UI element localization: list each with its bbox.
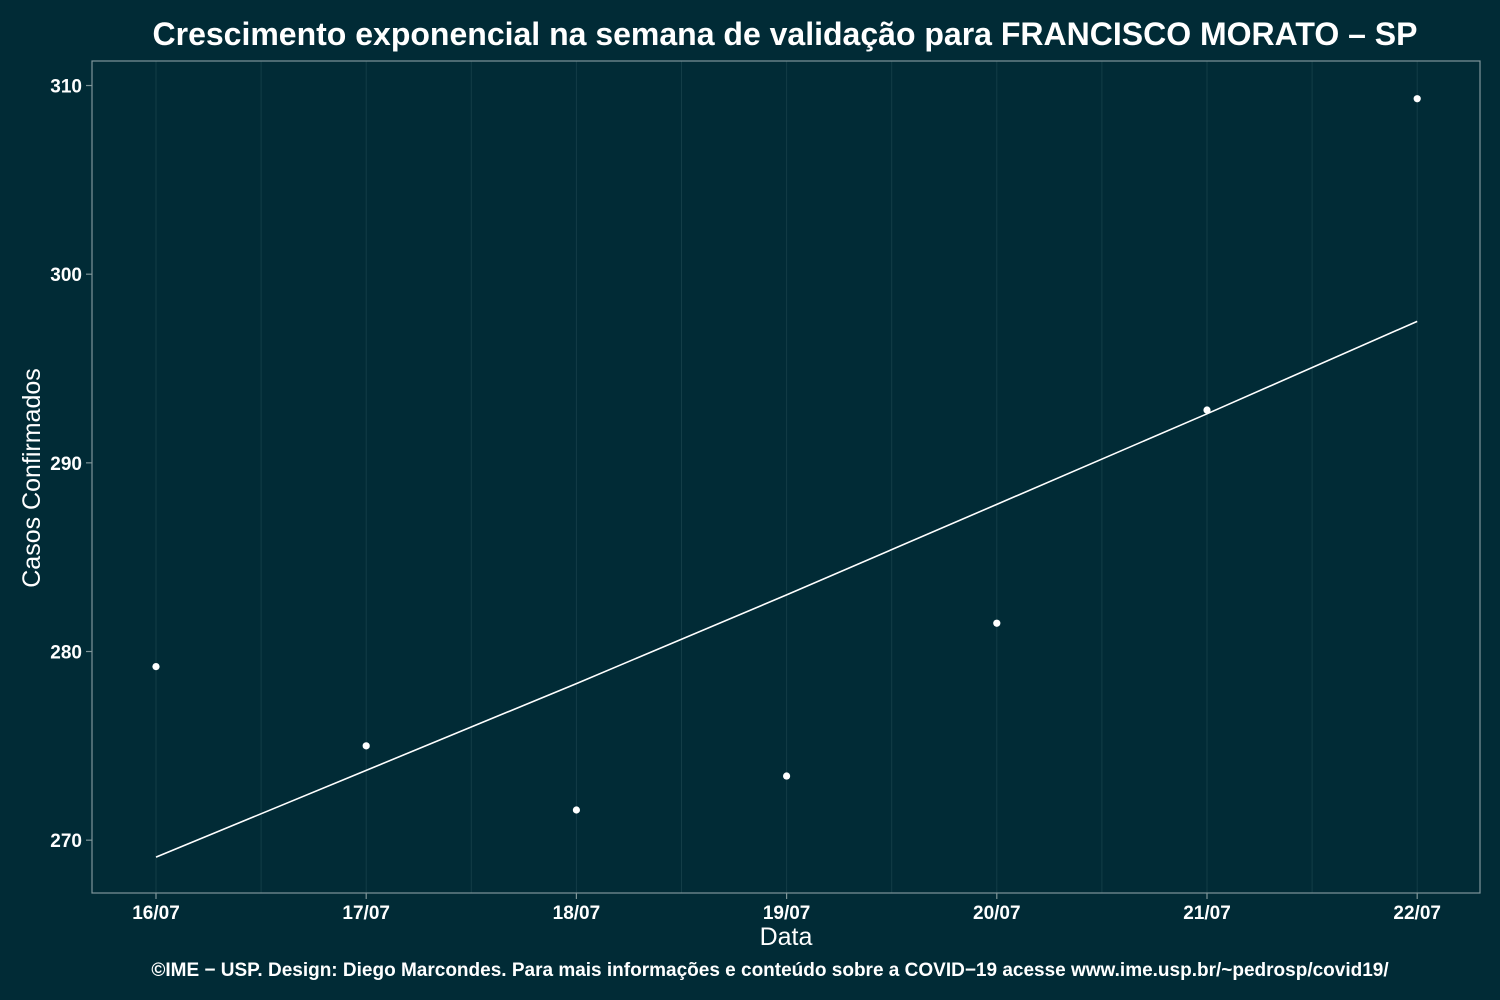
fit-line <box>155 320 1418 858</box>
y-axis-title: Casos Confirmados <box>18 368 46 588</box>
data-point <box>993 619 1001 627</box>
x-tick-label: 18/07 <box>553 903 601 924</box>
x-tick-label: 17/07 <box>342 903 390 924</box>
y-axis-ticks: 270 280 290 300 310 <box>50 77 92 852</box>
x-axis-ticks: 16/07 17/07 18/07 19/07 20/07 21/07 22/07 <box>132 893 1441 924</box>
x-tick-label: 16/07 <box>132 903 180 924</box>
chart-title: Crescimento exponencial na semana de val… <box>153 16 1418 52</box>
y-tick-label: 310 <box>50 77 82 98</box>
y-tick-label: 270 <box>50 831 82 852</box>
data-point <box>783 772 791 780</box>
fit-line-layer <box>155 320 1418 858</box>
x-tick-label: 22/07 <box>1393 903 1441 924</box>
data-point <box>152 663 160 671</box>
footer-credit: ©IME − USP. Design: Diego Marcondes. Par… <box>151 960 1389 981</box>
y-tick-label: 290 <box>50 454 82 475</box>
data-point <box>362 742 370 750</box>
grid <box>155 61 1418 893</box>
data-point <box>572 806 581 814</box>
points-layer <box>152 95 1421 814</box>
x-tick-label: 21/07 <box>1183 903 1231 924</box>
x-tick-label: 20/07 <box>973 903 1021 924</box>
data-point <box>1203 406 1211 414</box>
x-axis-title: Data <box>760 923 813 951</box>
data-point <box>1413 95 1421 103</box>
x-tick-label: 19/07 <box>763 903 811 924</box>
y-tick-label: 300 <box>50 265 82 286</box>
y-tick-label: 280 <box>50 643 82 664</box>
plot-frame <box>91 60 1481 894</box>
